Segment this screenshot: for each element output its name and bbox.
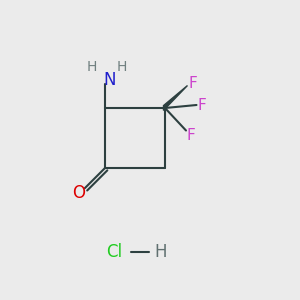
Text: H: H (154, 243, 167, 261)
Text: F: F (188, 76, 197, 91)
Text: N: N (103, 71, 116, 89)
Text: O: O (72, 184, 85, 202)
Text: H: H (116, 60, 127, 74)
Text: Cl: Cl (106, 243, 122, 261)
Text: F: F (186, 128, 195, 143)
Text: H: H (86, 60, 97, 74)
Text: F: F (197, 98, 206, 112)
Polygon shape (164, 85, 188, 110)
